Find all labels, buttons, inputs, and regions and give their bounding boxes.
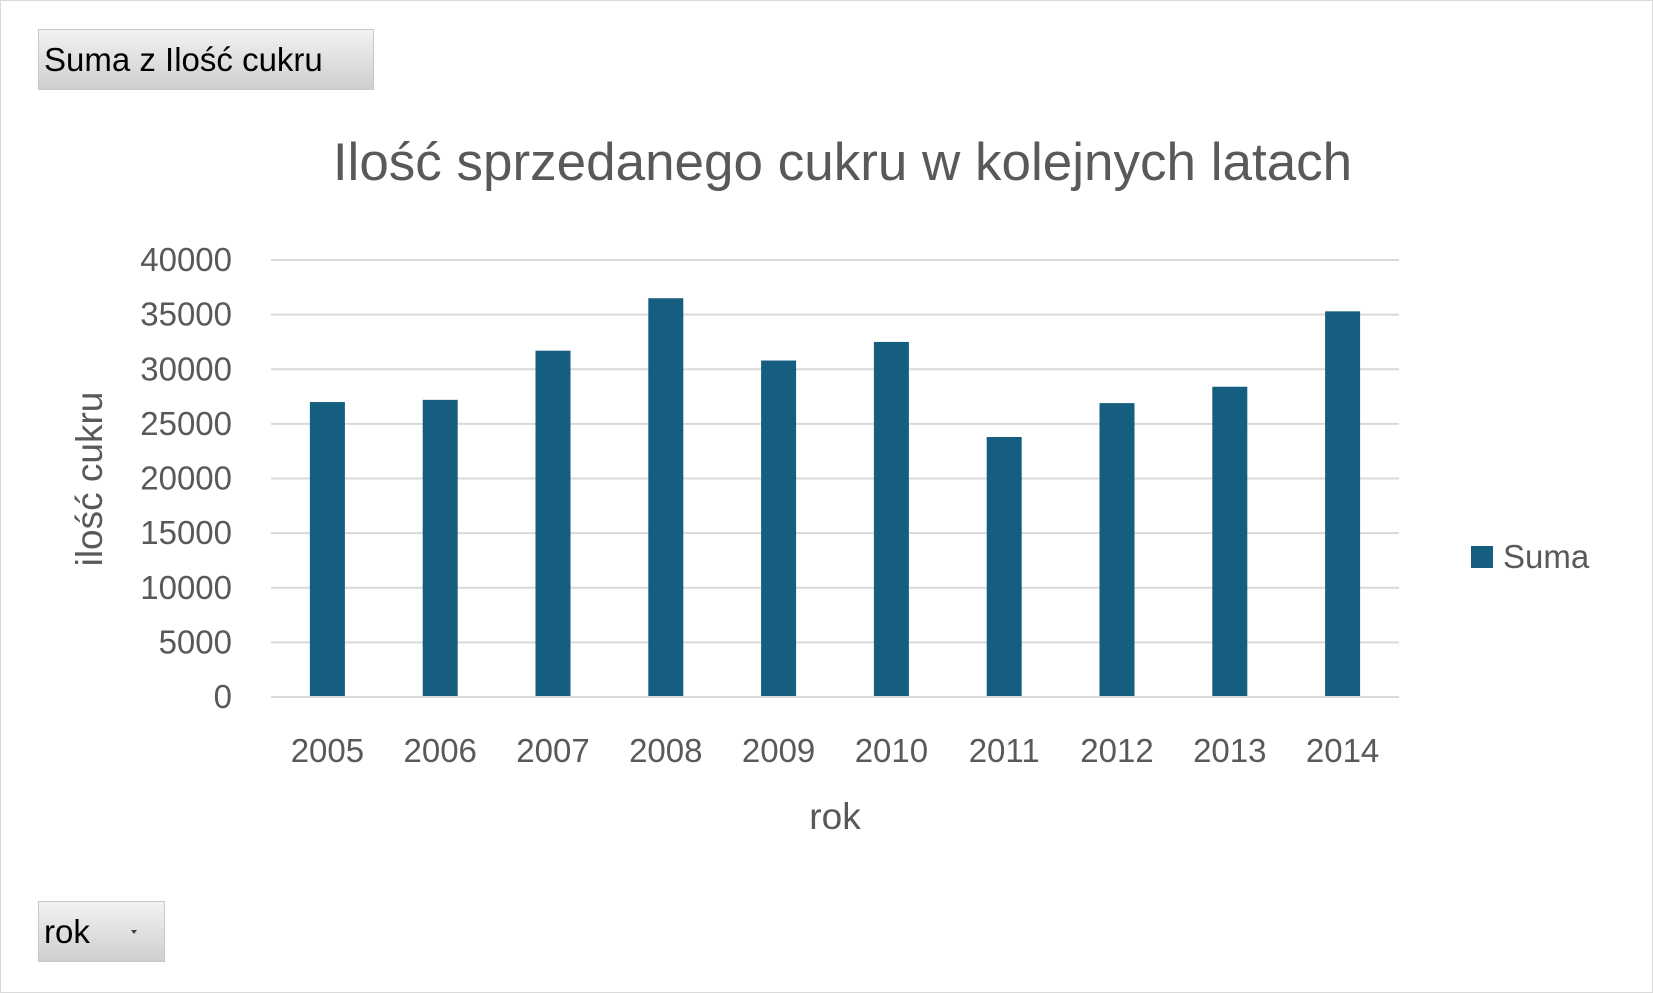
bar bbox=[1325, 311, 1361, 697]
x-tick-label: 2011 bbox=[969, 732, 1040, 769]
x-tick-label: 2007 bbox=[516, 732, 589, 769]
x-tick-label: 2013 bbox=[1193, 732, 1266, 769]
y-tick-label: 25000 bbox=[140, 405, 232, 442]
bar bbox=[986, 436, 1022, 697]
bar bbox=[1212, 386, 1248, 697]
x-tick-label: 2009 bbox=[742, 732, 815, 769]
x-tick-label: 2012 bbox=[1080, 732, 1153, 769]
pivot-value-field-label: Suma z Ilość cukru bbox=[44, 40, 323, 78]
x-tick-label: 2010 bbox=[855, 732, 928, 769]
x-tick-label: 2008 bbox=[629, 732, 702, 769]
legend-swatch bbox=[1471, 546, 1493, 568]
chart-title: Ilość sprzedanego cukru w kolejnych lata… bbox=[332, 133, 1353, 192]
legend-label: Suma bbox=[1503, 538, 1590, 575]
bar bbox=[761, 360, 797, 697]
y-axis-title: ilość cukru bbox=[69, 392, 110, 567]
x-tick-label: 2014 bbox=[1306, 732, 1379, 769]
y-tick-label: 10000 bbox=[140, 569, 232, 606]
y-tick-label: 35000 bbox=[140, 296, 232, 333]
x-tick-label: 2005 bbox=[291, 732, 364, 769]
y-tick-label: 5000 bbox=[159, 623, 232, 660]
pivot-axis-field-button[interactable]: rok bbox=[38, 901, 165, 962]
y-tick-label: 20000 bbox=[140, 460, 232, 497]
y-tick-label: 40000 bbox=[140, 241, 232, 278]
bar bbox=[648, 298, 684, 697]
x-tick-label: 2006 bbox=[403, 732, 476, 769]
bar bbox=[1099, 403, 1135, 697]
pivot-value-field-button[interactable]: Suma z Ilość cukru bbox=[38, 29, 374, 90]
dropdown-arrow-icon[interactable] bbox=[131, 930, 137, 934]
x-axis-title: rok bbox=[809, 796, 861, 837]
y-tick-label: 15000 bbox=[140, 514, 232, 551]
bar bbox=[535, 350, 571, 697]
y-tick-label: 0 bbox=[214, 678, 232, 715]
y-tick-label: 30000 bbox=[140, 350, 232, 387]
bar bbox=[309, 402, 345, 697]
bar bbox=[873, 341, 909, 697]
bar bbox=[422, 399, 458, 697]
pivot-axis-field-label: rok bbox=[44, 912, 90, 950]
